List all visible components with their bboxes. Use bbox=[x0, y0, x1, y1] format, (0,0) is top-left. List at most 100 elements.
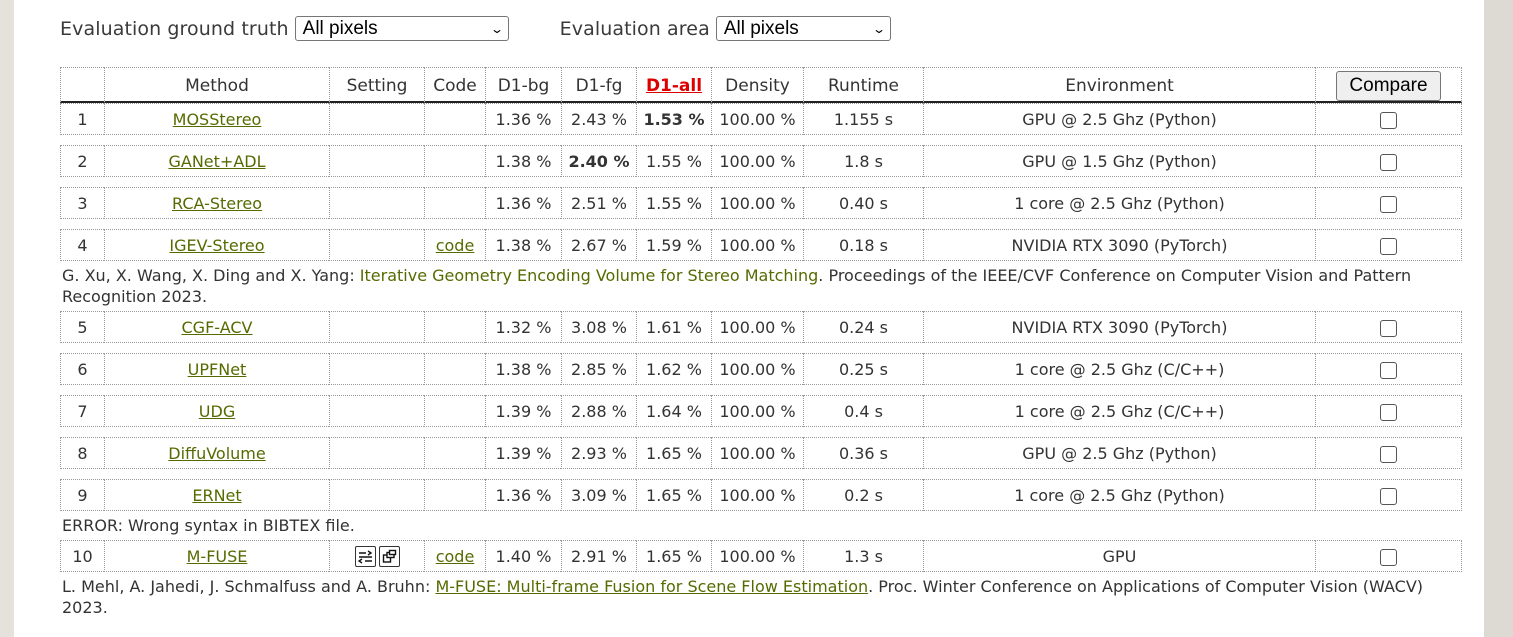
method-cell: ERNet bbox=[104, 479, 329, 511]
compare-cell bbox=[1315, 395, 1462, 427]
sort-d1all-link[interactable]: D1-all bbox=[645, 75, 703, 96]
density-cell: 100.00 % bbox=[711, 229, 803, 261]
row-spacer bbox=[60, 343, 1462, 353]
reference-authors: G. Xu, X. Wang, X. Ding and X. Yang: bbox=[62, 266, 360, 285]
method-link[interactable]: UDG bbox=[198, 401, 236, 421]
header-compare: Compare bbox=[1315, 67, 1462, 103]
code-cell: code bbox=[424, 229, 485, 261]
compare-checkbox[interactable] bbox=[1380, 403, 1397, 421]
row-spacer bbox=[60, 385, 1462, 395]
compare-checkbox[interactable] bbox=[1380, 111, 1397, 129]
compare-checkbox[interactable] bbox=[1380, 237, 1397, 255]
header-runtime[interactable]: Runtime bbox=[803, 67, 923, 103]
d1all-cell: 1.53 % bbox=[636, 103, 711, 135]
compare-checkbox[interactable] bbox=[1380, 445, 1397, 463]
rank-cell: 6 bbox=[60, 353, 104, 385]
method-link[interactable]: GANet+ADL bbox=[168, 151, 266, 171]
method-link[interactable]: ERNet bbox=[192, 485, 242, 505]
compare-cell bbox=[1315, 103, 1462, 135]
method-link[interactable]: UPFNet bbox=[187, 359, 247, 379]
filter-bar: Evaluation ground truth All pixels ⌄ Eva… bbox=[60, 16, 942, 41]
table-row: 9 ERNet 1.36 % 3.09 % 1.65 % 100.00 % 0.… bbox=[60, 479, 1462, 511]
chevron-down-icon: ⌄ bbox=[871, 21, 886, 36]
method-cell: CGF-ACV bbox=[104, 311, 329, 343]
setting-cell bbox=[329, 103, 424, 135]
setting-cell bbox=[329, 395, 424, 427]
rank-cell: 4 bbox=[60, 229, 104, 261]
header-d1fg[interactable]: D1-fg bbox=[561, 67, 636, 103]
code-cell: code bbox=[424, 540, 485, 572]
method-cell: GANet+ADL bbox=[104, 145, 329, 177]
paper-link[interactable]: Iterative Geometry Encoding Volume for S… bbox=[359, 266, 819, 285]
compare-cell bbox=[1315, 145, 1462, 177]
method-cell: IGEV-Stereo bbox=[104, 229, 329, 261]
density-cell: 100.00 % bbox=[711, 187, 803, 219]
method-link[interactable]: DiffuVolume bbox=[168, 443, 266, 463]
row-spacer bbox=[60, 135, 1462, 145]
compare-cell bbox=[1315, 229, 1462, 261]
density-cell: 100.00 % bbox=[711, 437, 803, 469]
header-d1bg[interactable]: D1-bg bbox=[485, 67, 561, 103]
runtime-cell: 1.8 s bbox=[803, 145, 923, 177]
d1all-cell: 1.55 % bbox=[636, 187, 711, 219]
setting-cell bbox=[329, 145, 424, 177]
reference-row: ERROR: Wrong syntax in BIBTEX file. bbox=[60, 511, 1462, 540]
ground-truth-filter: Evaluation ground truth All pixels ⌄ bbox=[60, 16, 509, 41]
stereo-setting-icon bbox=[354, 545, 376, 567]
compare-checkbox[interactable] bbox=[1380, 548, 1397, 566]
paper-link[interactable]: M-FUSE: Multi-frame Fusion for Scene Flo… bbox=[435, 577, 869, 596]
method-cell: MOSStereo bbox=[104, 103, 329, 135]
method-link[interactable]: M-FUSE bbox=[186, 546, 248, 566]
header-density[interactable]: Density bbox=[711, 67, 803, 103]
d1fg-cell: 2.40 % bbox=[561, 145, 636, 177]
code-cell bbox=[424, 353, 485, 385]
density-cell: 100.00 % bbox=[711, 479, 803, 511]
header-environment: Environment bbox=[923, 67, 1315, 103]
code-link[interactable]: code bbox=[435, 546, 475, 566]
d1fg-cell: 2.67 % bbox=[561, 229, 636, 261]
d1fg-cell: 2.93 % bbox=[561, 437, 636, 469]
reference-row: L. Mehl, A. Jahedi, J. Schmalfuss and A.… bbox=[60, 572, 1462, 622]
row-spacer bbox=[60, 177, 1462, 187]
area-value: All pixels bbox=[723, 17, 799, 39]
runtime-cell: 1.3 s bbox=[803, 540, 923, 572]
area-label: Evaluation area bbox=[559, 17, 710, 40]
runtime-cell: 0.36 s bbox=[803, 437, 923, 469]
setting-cell bbox=[329, 540, 424, 572]
header-d1all[interactable]: D1-all bbox=[636, 67, 711, 103]
method-link[interactable]: MOSStereo bbox=[172, 109, 262, 129]
rank-cell: 7 bbox=[60, 395, 104, 427]
compare-checkbox[interactable] bbox=[1380, 195, 1397, 213]
compare-checkbox[interactable] bbox=[1380, 319, 1397, 337]
rank-cell: 10 bbox=[60, 540, 104, 572]
code-link[interactable]: code bbox=[435, 235, 475, 255]
environment-cell: GPU @ 2.5 Ghz (Python) bbox=[923, 103, 1315, 135]
reference-venue: . Proc. Winter Conference on Application… bbox=[62, 577, 1424, 617]
setting-cell bbox=[329, 187, 424, 219]
table-row: 4 IGEV-Stereo code 1.38 % 2.67 % 1.59 % … bbox=[60, 229, 1462, 261]
d1bg-cell: 1.38 % bbox=[485, 353, 561, 385]
table-row: 5 CGF-ACV 1.32 % 3.08 % 1.61 % 100.00 % … bbox=[60, 311, 1462, 343]
method-link[interactable]: RCA-Stereo bbox=[172, 193, 262, 213]
table-row: 7 UDG 1.39 % 2.88 % 1.64 % 100.00 % 0.4 … bbox=[60, 395, 1462, 427]
compare-checkbox[interactable] bbox=[1380, 361, 1397, 379]
area-select[interactable]: All pixels ⌄ bbox=[715, 16, 891, 41]
compare-checkbox[interactable] bbox=[1380, 153, 1397, 171]
table-row: 3 RCA-Stereo 1.36 % 2.51 % 1.55 % 100.00… bbox=[60, 187, 1462, 219]
method-cell: UPFNet bbox=[104, 353, 329, 385]
table-row: 2 GANet+ADL 1.38 % 2.40 % 1.55 % 100.00 … bbox=[60, 145, 1462, 177]
header-row: Method Setting Code D1-bg D1-fg D1-all D… bbox=[60, 67, 1462, 103]
ground-truth-select[interactable]: All pixels ⌄ bbox=[294, 16, 509, 41]
code-cell bbox=[424, 145, 485, 177]
method-cell: UDG bbox=[104, 395, 329, 427]
compare-button[interactable]: Compare bbox=[1336, 70, 1441, 101]
method-link[interactable]: IGEV-Stereo bbox=[169, 235, 265, 255]
compare-checkbox[interactable] bbox=[1380, 487, 1397, 505]
rank-cell: 8 bbox=[60, 437, 104, 469]
method-link[interactable]: CGF-ACV bbox=[181, 317, 253, 337]
environment-cell: NVIDIA RTX 3090 (PyTorch) bbox=[923, 229, 1315, 261]
rank-cell: 2 bbox=[60, 145, 104, 177]
table-row: 1 MOSStereo 1.36 % 2.43 % 1.53 % 100.00 … bbox=[60, 103, 1462, 135]
reference-venue: . Proceedings of the IEEE/CVF Conference… bbox=[62, 266, 1412, 306]
